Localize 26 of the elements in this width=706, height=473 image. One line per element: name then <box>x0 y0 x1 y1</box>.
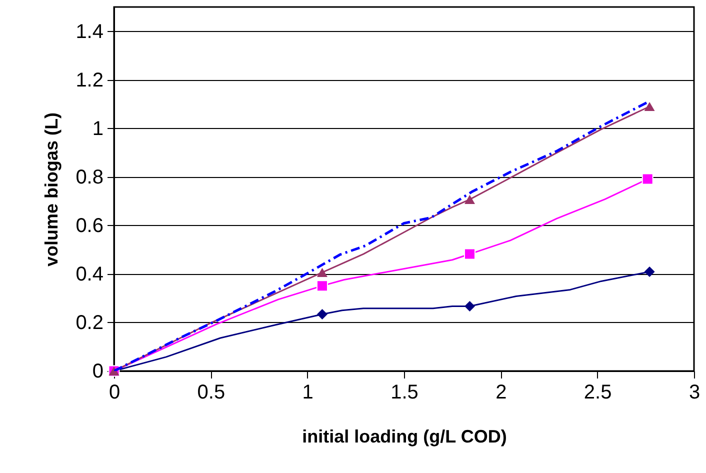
point <box>464 248 476 260</box>
y-tick-label: 0.2 <box>76 312 104 334</box>
y-tick-label: 1 <box>92 118 104 140</box>
x-tick-label: 1.5 <box>390 382 418 404</box>
point <box>464 300 475 312</box>
y-tick-label: 1.2 <box>76 69 104 92</box>
x-tick-label: 2.5 <box>584 382 612 404</box>
point <box>316 268 328 278</box>
point <box>316 308 328 320</box>
x-tick-label: 0 <box>108 382 120 404</box>
x-tick-label: 1 <box>302 382 314 404</box>
point <box>642 173 654 185</box>
y-tick-label: 1.4 <box>76 20 104 43</box>
point <box>644 102 655 112</box>
y-tick-label: 0.4 <box>76 263 104 286</box>
x-axis-title: initial loading (g/L COD) <box>302 426 507 446</box>
point <box>644 266 655 277</box>
y-axis-title: volume biogas (L) <box>42 112 62 267</box>
y-tick-label: 0.6 <box>76 214 104 237</box>
point <box>316 280 328 292</box>
y-tick-label: 0 <box>92 360 104 382</box>
point <box>464 194 475 204</box>
x-tick-label: 0.5 <box>197 382 226 404</box>
x-tick-label: 3 <box>688 382 700 404</box>
x-tick-label: 2 <box>496 382 507 404</box>
y-tick-label: 0.8 <box>76 166 104 188</box>
